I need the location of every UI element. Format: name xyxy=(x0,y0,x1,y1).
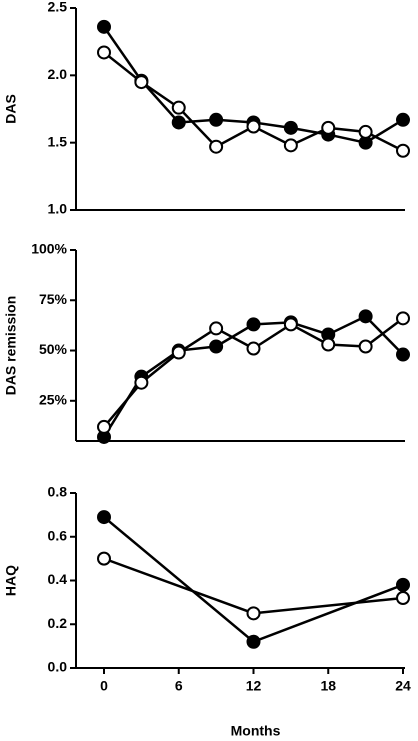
y-axis-label: HAQ xyxy=(3,565,19,596)
y-axis-label: DAS remission xyxy=(3,296,19,396)
marker xyxy=(246,317,261,332)
y-tick-label: 0.6 xyxy=(48,527,68,543)
marker xyxy=(171,115,186,130)
y-tick-label: 100% xyxy=(31,241,67,257)
marker xyxy=(97,419,111,434)
marker xyxy=(321,337,336,352)
x-tick-label: 0 xyxy=(100,678,108,694)
x-tick-label: 18 xyxy=(320,678,336,694)
y-tick-label: 1.5 xyxy=(48,133,68,149)
marker xyxy=(358,339,373,354)
marker xyxy=(283,120,298,135)
y-tick-label: 25% xyxy=(39,391,68,407)
y-tick-label: 0.8 xyxy=(48,484,68,500)
marker xyxy=(97,19,111,34)
marker xyxy=(396,143,410,158)
marker xyxy=(134,375,149,390)
marker xyxy=(171,345,186,360)
y-tick-label: 50% xyxy=(39,341,68,357)
y-axis-label: DAS xyxy=(3,94,19,124)
marker xyxy=(209,139,224,154)
marker xyxy=(246,606,261,621)
marker xyxy=(97,45,111,60)
marker xyxy=(246,634,261,649)
marker xyxy=(358,309,373,324)
marker xyxy=(321,120,336,135)
marker xyxy=(246,119,261,134)
marker xyxy=(283,317,298,332)
y-tick-label: 75% xyxy=(39,291,68,307)
marker xyxy=(358,124,373,139)
y-tick-label: 1.0 xyxy=(48,201,68,217)
marker xyxy=(209,339,224,354)
series-line xyxy=(103,516,404,644)
marker xyxy=(396,591,410,605)
marker xyxy=(209,112,224,127)
y-tick-label: 2.0 xyxy=(48,66,68,82)
marker xyxy=(97,551,111,566)
x-axis-label: Months xyxy=(231,723,281,739)
y-tick-label: 2.5 xyxy=(48,0,68,15)
marker xyxy=(396,112,410,127)
marker xyxy=(396,311,410,326)
x-tick-label: 12 xyxy=(246,678,262,694)
marker xyxy=(171,100,186,115)
x-tick-label: 6 xyxy=(175,678,183,694)
series-line xyxy=(103,557,404,615)
marker xyxy=(134,75,149,90)
marker xyxy=(396,577,410,592)
x-tick-label: 24 xyxy=(395,678,411,694)
marker xyxy=(97,510,111,525)
series-line xyxy=(103,51,404,152)
y-tick-label: 0.4 xyxy=(48,571,68,587)
y-tick-label: 0.2 xyxy=(48,615,68,631)
marker xyxy=(283,138,298,153)
y-tick-label: 0.0 xyxy=(48,659,68,675)
marker xyxy=(209,321,224,336)
marker xyxy=(246,341,261,356)
marker xyxy=(396,347,410,362)
